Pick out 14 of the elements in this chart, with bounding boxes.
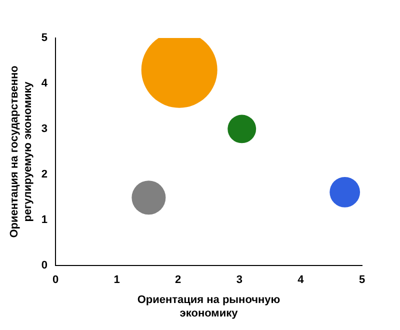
y-tick-label: 3 [41, 122, 48, 135]
y-tick-label: 4 [41, 78, 48, 90]
x-axis-title: Ориентация на рыночную экономику [137, 294, 280, 320]
y-tick-label: 0 [41, 259, 48, 272]
x-tick-label: 2 [175, 274, 182, 286]
x-tick-label: 1 [114, 274, 120, 286]
y-axis-title: Ориентация на государственно регулируемую экономику [8, 65, 34, 238]
y-tick-label: 5 [41, 32, 48, 44]
y-tick-label: 1 [41, 214, 48, 226]
x-tick-label: 0 [52, 274, 59, 286]
x-tick-label: 4 [298, 274, 305, 286]
x-tick-label: 3 [236, 274, 242, 286]
x-tick-label: 5 [358, 274, 366, 286]
y-tick-label: 2 [41, 168, 48, 180]
